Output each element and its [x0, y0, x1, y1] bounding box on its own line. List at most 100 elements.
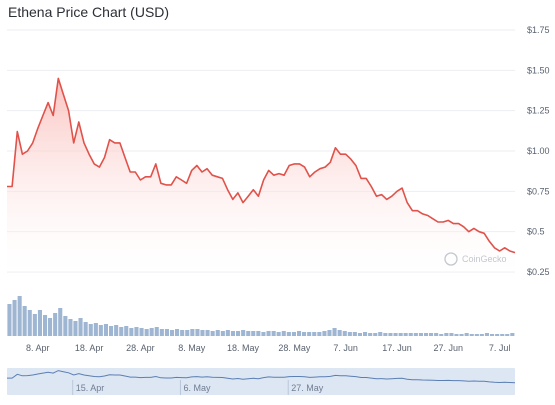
price-point[interactable] [431, 217, 434, 220]
price-point[interactable] [498, 249, 501, 252]
price-point[interactable] [308, 175, 311, 178]
price-point[interactable] [283, 174, 286, 177]
price-point[interactable] [62, 93, 65, 96]
price-point[interactable] [77, 120, 80, 123]
price-point[interactable] [303, 166, 306, 169]
price-point[interactable] [411, 209, 414, 212]
price-point[interactable] [41, 114, 44, 117]
price-point[interactable] [36, 127, 39, 130]
price-point[interactable] [5, 185, 8, 188]
price-point[interactable] [21, 153, 24, 156]
price-point[interactable] [318, 167, 321, 170]
price-point[interactable] [277, 172, 280, 175]
price-point[interactable] [88, 153, 91, 156]
price-point[interactable] [57, 77, 60, 80]
price-point[interactable] [82, 141, 85, 144]
price-point[interactable] [190, 169, 193, 172]
price-point[interactable] [503, 246, 506, 249]
price-point[interactable] [354, 164, 357, 167]
price-point[interactable] [478, 230, 481, 233]
price-point[interactable] [272, 174, 275, 177]
price-point[interactable] [493, 246, 496, 249]
price-point[interactable] [16, 130, 19, 133]
range-navigator[interactable]: 15. Apr 6. May 27. May [7, 368, 516, 395]
price-point[interactable] [216, 175, 219, 178]
price-point[interactable] [226, 188, 229, 191]
price-line[interactable] [5, 77, 516, 254]
price-point[interactable] [313, 170, 316, 173]
price-point[interactable] [98, 166, 101, 169]
price-point[interactable] [195, 164, 198, 167]
price-point[interactable] [329, 161, 332, 164]
price-point[interactable] [247, 195, 250, 198]
price-point[interactable] [185, 182, 188, 185]
price-series-line[interactable] [7, 77, 516, 254]
price-point[interactable] [231, 198, 234, 201]
price-point[interactable] [395, 190, 398, 193]
price-point[interactable] [334, 146, 337, 149]
price-point[interactable] [416, 209, 419, 212]
price-point[interactable] [344, 153, 347, 156]
price-point[interactable] [488, 240, 491, 243]
price-point[interactable] [170, 183, 173, 186]
price-point[interactable] [257, 195, 260, 198]
price-point[interactable] [200, 170, 203, 173]
price-point[interactable] [483, 232, 486, 235]
price-point[interactable] [211, 174, 214, 177]
price-point[interactable] [26, 149, 29, 152]
navigator-background[interactable] [7, 368, 515, 395]
price-point[interactable] [144, 175, 147, 178]
price-point[interactable] [375, 195, 378, 198]
price-point[interactable] [52, 114, 55, 117]
price-point[interactable] [390, 195, 393, 198]
price-point[interactable] [349, 158, 352, 161]
price-point[interactable] [436, 220, 439, 223]
price-point[interactable] [31, 141, 34, 144]
price-point[interactable] [262, 178, 265, 181]
price-point[interactable] [472, 227, 475, 230]
price-point[interactable] [452, 222, 455, 225]
price-point[interactable] [123, 156, 126, 159]
price-point[interactable] [11, 185, 14, 188]
price-point[interactable] [129, 170, 132, 173]
price-point[interactable] [154, 162, 157, 165]
price-point[interactable] [93, 162, 96, 165]
price-point[interactable] [385, 198, 388, 201]
price-point[interactable] [206, 167, 209, 170]
price-point[interactable] [293, 162, 296, 165]
price-point[interactable] [421, 212, 424, 215]
price-point[interactable] [252, 188, 255, 191]
price-point[interactable] [426, 214, 429, 217]
price-point[interactable] [365, 177, 368, 180]
price-point[interactable] [401, 187, 404, 190]
price-point[interactable] [447, 219, 450, 222]
price-point[interactable] [165, 183, 168, 186]
price-point[interactable] [406, 201, 409, 204]
price-point[interactable] [457, 222, 460, 225]
price-point[interactable] [67, 109, 70, 112]
price-point[interactable] [134, 170, 137, 173]
price-point[interactable] [236, 191, 239, 194]
price-point[interactable] [467, 230, 470, 233]
price-point[interactable] [267, 169, 270, 172]
price-point[interactable] [175, 175, 178, 178]
price-point[interactable] [324, 166, 327, 169]
price-point[interactable] [139, 178, 142, 181]
price-point[interactable] [339, 153, 342, 156]
price-point[interactable] [108, 138, 111, 141]
price-point[interactable] [221, 177, 224, 180]
price-point[interactable] [118, 141, 121, 144]
price-point[interactable] [47, 101, 50, 104]
price-point[interactable] [241, 201, 244, 204]
price-point[interactable] [103, 156, 106, 159]
price-point[interactable] [513, 251, 516, 254]
price-point[interactable] [288, 164, 291, 167]
price-point[interactable] [298, 162, 301, 165]
price-point[interactable] [159, 182, 162, 185]
price-point[interactable] [72, 141, 75, 144]
price-point[interactable] [370, 185, 373, 188]
price-point[interactable] [180, 178, 183, 181]
price-point[interactable] [149, 175, 152, 178]
price-point[interactable] [360, 177, 363, 180]
